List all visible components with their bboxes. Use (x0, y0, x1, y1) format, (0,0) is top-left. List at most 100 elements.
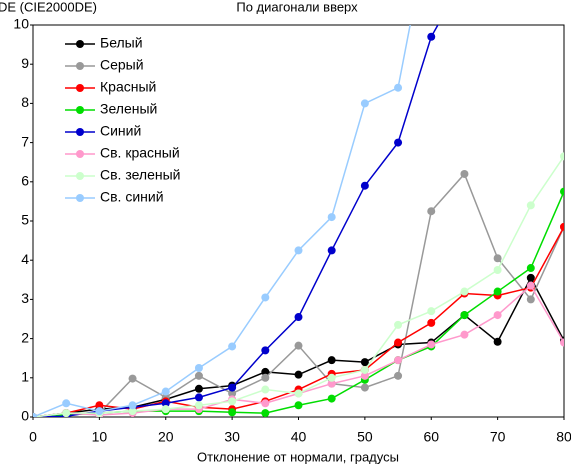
data-point (560, 222, 564, 231)
data-point (493, 266, 502, 274)
data-point (228, 342, 237, 351)
data-point (360, 358, 369, 367)
data-point (327, 373, 336, 382)
data-point (294, 401, 303, 410)
legend-marker (76, 62, 84, 70)
y-tick-label: 4 (21, 251, 29, 267)
data-point (228, 389, 237, 398)
chart-title: По диагонали вверх (236, 0, 358, 14)
data-point (327, 394, 336, 403)
data-point (161, 387, 170, 396)
legend-label: Красный (100, 79, 156, 95)
data-point (62, 409, 71, 417)
data-point (360, 365, 369, 374)
data-point (394, 338, 403, 347)
data-point (427, 32, 436, 41)
data-point (560, 338, 564, 347)
data-point (294, 370, 303, 379)
y-tick-label: 5 (21, 212, 29, 228)
legend-label: Св. зеленый (100, 167, 180, 183)
legend-label: Зеленый (100, 101, 157, 117)
legend-marker (76, 172, 84, 180)
data-point (161, 405, 170, 414)
data-point (261, 373, 270, 382)
data-point (394, 320, 403, 329)
legend-marker (76, 84, 84, 92)
data-point (294, 389, 303, 398)
y-tick-label: 9 (21, 55, 29, 71)
data-point (560, 152, 564, 161)
x-tick-label: 70 (490, 429, 506, 445)
data-point (261, 346, 270, 355)
data-point (493, 337, 502, 346)
data-point (261, 367, 270, 376)
data-point (294, 246, 303, 255)
data-point (427, 307, 436, 316)
legend-marker (76, 194, 84, 202)
data-point (526, 264, 535, 273)
data-point (460, 311, 469, 320)
y-tick-label: 0 (21, 408, 29, 424)
data-point (427, 340, 436, 349)
data-point (560, 187, 564, 196)
data-point (394, 356, 403, 365)
data-point (261, 409, 270, 417)
data-point (128, 407, 137, 416)
x-tick-label: 0 (29, 429, 37, 445)
legend-label: Св. красный (100, 145, 180, 161)
series-line (33, 25, 411, 417)
y-tick-label: 8 (21, 94, 29, 110)
data-point (194, 393, 203, 402)
legend-label: Св. синий (100, 189, 164, 205)
y-axis-label: DE (CIE2000DE) (0, 0, 97, 14)
data-point (161, 399, 170, 408)
y-tick-label: 3 (21, 290, 29, 306)
data-point (33, 413, 37, 417)
x-tick-label: 10 (92, 429, 108, 445)
x-axis-label: Отклонение от нормали, градусы (197, 449, 399, 464)
data-point (228, 383, 237, 392)
data-point (493, 311, 502, 320)
data-point (228, 408, 237, 417)
x-tick-label: 30 (224, 429, 240, 445)
y-tick-label: 7 (21, 133, 29, 149)
legend-marker (76, 128, 84, 136)
legend-label: Серый (100, 57, 144, 73)
data-point (194, 401, 203, 410)
series-line (33, 25, 439, 417)
legend-marker (76, 40, 84, 48)
data-point (95, 401, 104, 410)
data-point (194, 384, 203, 393)
data-point (261, 399, 270, 408)
data-point (327, 246, 336, 255)
data-point (394, 371, 403, 380)
legend-label: Белый (100, 35, 143, 51)
data-point (327, 213, 336, 222)
data-point (493, 287, 502, 296)
data-point (526, 295, 535, 304)
data-point (360, 383, 369, 392)
data-point (294, 341, 303, 350)
x-tick-label: 50 (357, 429, 373, 445)
data-point (493, 254, 502, 263)
data-point (360, 99, 369, 108)
data-point (194, 364, 203, 372)
data-point (294, 313, 303, 322)
data-point (526, 281, 535, 290)
data-point (360, 371, 369, 380)
data-point (460, 287, 469, 296)
data-point (394, 83, 403, 92)
y-tick-label: 1 (21, 369, 29, 385)
data-point (526, 201, 535, 210)
data-point (360, 181, 369, 190)
series-line (33, 172, 564, 417)
data-point (128, 374, 137, 383)
x-tick-label: 40 (291, 429, 307, 445)
data-point (194, 371, 203, 380)
data-point (460, 330, 469, 339)
y-tick-label: 2 (21, 329, 29, 345)
data-point (261, 385, 270, 394)
data-point (128, 401, 137, 410)
data-point (327, 379, 336, 388)
